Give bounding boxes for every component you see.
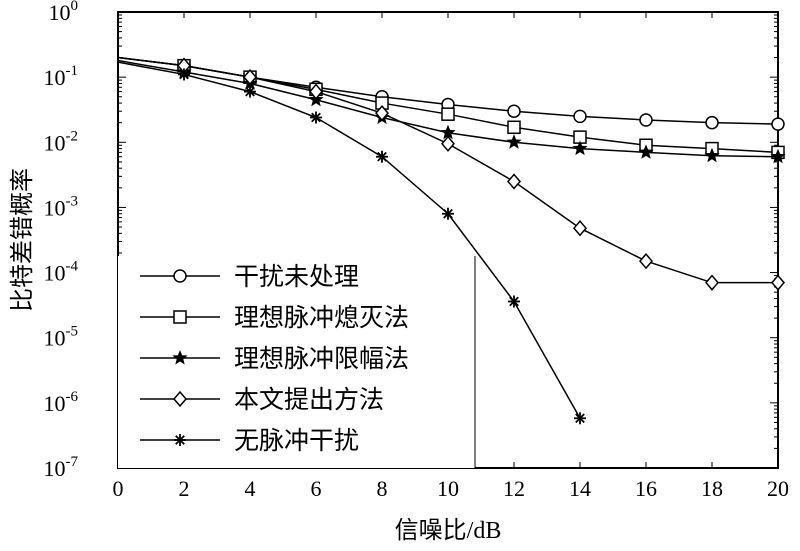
- x-tick-label: 6: [311, 476, 322, 501]
- x-tick-label: 2: [179, 476, 190, 501]
- star-marker: [638, 144, 654, 159]
- circle-marker: [771, 117, 785, 131]
- diamond-marker: [441, 135, 455, 152]
- x-tick-label: 0: [113, 476, 124, 501]
- asterisk-marker-stroke: [377, 151, 387, 162]
- square-marker: [441, 107, 455, 121]
- x-tick-label: 12: [503, 476, 525, 501]
- circle-marker: [573, 109, 587, 124]
- asterisk-marker-stroke: [245, 86, 255, 97]
- y-tick-label: 10-2: [44, 128, 79, 155]
- square-marker: [507, 120, 521, 135]
- star-marker: [440, 124, 456, 140]
- y-tick-base: 10: [44, 456, 66, 481]
- y-tick-base: 10: [44, 326, 66, 351]
- y-tick-base: 10: [44, 391, 66, 416]
- series-asterisk: [117, 61, 586, 425]
- legend-label: 理想脉冲熄灭法: [234, 304, 409, 332]
- y-tick-label: 10-5: [44, 324, 79, 351]
- y-tick-label: 10-6: [44, 389, 79, 416]
- y-tick-exp: -2: [66, 128, 79, 144]
- asterisk-marker-stroke: [575, 413, 585, 424]
- star-marker: [572, 140, 588, 156]
- x-tick-label: 18: [701, 476, 723, 501]
- asterisk-marker-stroke: [311, 112, 321, 123]
- y-tick-base: 10: [49, 0, 71, 25]
- y-tick-base: 10: [44, 195, 66, 220]
- diamond-marker: [705, 274, 719, 291]
- diamond-marker: [375, 105, 389, 122]
- y-tick-label: 10-4: [44, 259, 79, 286]
- legend-label: 本文提出方法: [234, 386, 384, 414]
- asterisk-marker-stroke: [175, 435, 185, 445]
- y-tick-label: 10-7: [44, 454, 79, 481]
- legend-label: 理想脉冲限幅法: [234, 345, 409, 373]
- x-tick-label: 8: [377, 476, 388, 501]
- x-tick-label: 20: [767, 476, 789, 501]
- diamond-marker: [573, 220, 587, 237]
- diamond-marker: [639, 252, 653, 270]
- y-tick-exp: -7: [66, 454, 79, 470]
- circle-marker: [173, 269, 187, 283]
- y-tick-base: 10: [44, 261, 66, 286]
- legend-label: 无脉冲干扰: [234, 427, 359, 455]
- y-tick-base: 10: [44, 65, 66, 90]
- asterisk-marker-stroke: [443, 208, 453, 219]
- diamond-marker: [507, 173, 521, 190]
- circle-marker: [639, 113, 653, 127]
- diamond-marker: [173, 390, 187, 408]
- asterisk-marker-stroke: [179, 69, 189, 80]
- diamond-marker: [309, 83, 323, 100]
- asterisk-marker-stroke: [509, 296, 519, 307]
- y-tick-label: 100: [49, 0, 79, 25]
- star-marker: [770, 148, 786, 164]
- star-marker: [506, 134, 522, 149]
- series-diamond: [117, 56, 785, 291]
- y-tick-exp: -1: [66, 63, 79, 79]
- y-tick-label: 10-3: [44, 193, 79, 220]
- series-line: [117, 61, 581, 419]
- y-axis-label: 比特差错概率: [9, 168, 36, 312]
- legend-label: 干扰未处理: [234, 263, 359, 291]
- diamond-marker: [771, 274, 785, 291]
- circle-marker: [705, 115, 719, 130]
- y-tick-exp: -6: [66, 389, 79, 405]
- square-marker: [173, 310, 187, 324]
- x-tick-label: 4: [245, 476, 256, 501]
- y-tick-exp: 0: [71, 0, 79, 14]
- y-tick-exp: -5: [66, 324, 79, 340]
- y-tick-label: 10-1: [44, 63, 79, 90]
- star-marker: [172, 350, 188, 365]
- diamond-marker: [243, 68, 257, 86]
- series-line: [117, 56, 778, 284]
- x-axis-label: 信噪比/dB: [395, 517, 502, 544]
- x-tick-label: 10: [437, 476, 459, 501]
- circle-marker: [507, 104, 521, 118]
- y-tick-exp: -4: [66, 259, 79, 275]
- y-tick-exp: -3: [66, 193, 79, 209]
- x-tick-label: 16: [635, 476, 657, 501]
- y-tick-base: 10: [44, 130, 66, 155]
- x-tick-label: 14: [569, 476, 591, 501]
- star-marker: [704, 147, 720, 163]
